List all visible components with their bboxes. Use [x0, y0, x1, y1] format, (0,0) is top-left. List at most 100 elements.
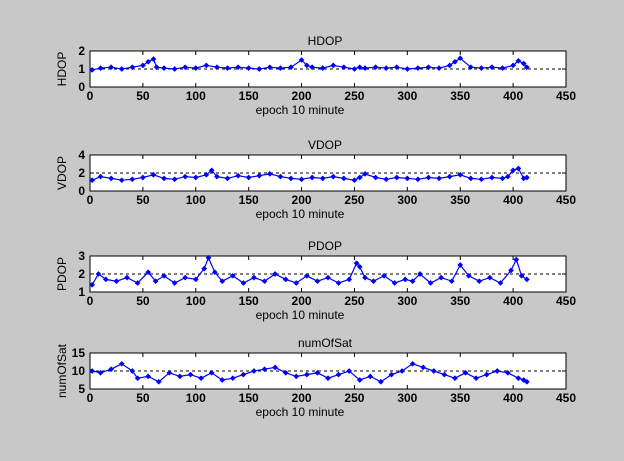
data-point — [319, 65, 326, 72]
x-tick-label: 200 — [292, 193, 312, 207]
data-point — [152, 278, 159, 285]
data-point — [356, 174, 363, 181]
data-point — [240, 280, 247, 286]
x-tick-label: 450 — [556, 294, 576, 308]
data-point — [478, 176, 485, 183]
data-point — [192, 65, 199, 72]
data-point — [367, 373, 374, 380]
y-axis-label: PDOP — [55, 257, 69, 291]
data-point — [89, 281, 96, 288]
data-point — [391, 280, 398, 286]
x-tick-label: 100 — [186, 294, 206, 308]
data-point — [134, 280, 141, 286]
y-axis-label: HDOP — [55, 52, 69, 87]
subplot-title: VDOP — [308, 138, 342, 152]
x-tick-label: 200 — [292, 391, 312, 405]
data-point — [89, 66, 96, 73]
data-point — [118, 177, 125, 184]
data-point — [192, 174, 199, 181]
data-point — [240, 371, 247, 378]
data-point — [97, 369, 104, 376]
data-point — [425, 64, 432, 71]
data-point — [425, 174, 432, 181]
data-point — [166, 369, 173, 376]
data-point — [303, 272, 310, 279]
data-point — [288, 175, 294, 182]
x-tick-label: 50 — [136, 391, 150, 405]
x-tick-label: 250 — [344, 193, 364, 207]
x-tick-label: 450 — [556, 391, 576, 405]
data-point — [129, 368, 136, 374]
data-point — [314, 369, 321, 376]
data-point — [139, 62, 146, 69]
data-point — [414, 65, 421, 72]
data-point — [457, 262, 464, 268]
data-point — [372, 64, 379, 71]
data-point — [436, 175, 443, 182]
data-point — [383, 176, 390, 183]
data-point — [211, 269, 218, 276]
data-point — [523, 174, 530, 181]
data-point — [89, 368, 96, 374]
data-point — [346, 368, 353, 374]
x-tick-label: 150 — [239, 294, 259, 308]
data-point — [462, 369, 469, 376]
data-point — [510, 62, 517, 69]
data-point — [489, 174, 495, 181]
data-point — [340, 64, 347, 71]
data-point — [362, 170, 368, 177]
data-point — [451, 58, 458, 65]
y-axis-label: VDOP — [55, 156, 69, 190]
data-point — [108, 366, 115, 373]
y-tick-label: 0 — [78, 80, 85, 94]
data-point — [356, 64, 363, 71]
x-tick-label: 400 — [503, 391, 523, 405]
data-point — [266, 170, 273, 177]
data-point — [441, 371, 448, 378]
data-point — [203, 171, 210, 178]
data-point — [134, 375, 141, 382]
data-point — [187, 371, 194, 378]
data-point — [219, 377, 226, 383]
x-tick-label: 0 — [87, 89, 94, 103]
x-tick-label: 250 — [344, 391, 364, 405]
data-point — [251, 368, 257, 374]
data-point — [203, 62, 210, 69]
data-point — [219, 278, 226, 285]
data-point — [446, 62, 453, 69]
x-tick-label: 50 — [136, 193, 150, 207]
x-axis-label: epoch 10 minute — [256, 405, 345, 419]
y-tick-label: 1 — [78, 62, 85, 76]
data-point — [381, 272, 388, 279]
data-point — [457, 171, 464, 178]
data-point — [261, 278, 268, 285]
x-tick-label: 50 — [136, 89, 150, 103]
data-point — [198, 375, 205, 382]
data-point — [515, 375, 522, 382]
data-point — [298, 57, 305, 63]
y-tick-label: 3 — [78, 249, 85, 263]
data-point — [409, 360, 416, 367]
data-point — [176, 373, 183, 380]
data-point — [402, 276, 409, 283]
y-axis-label: numOfSat — [55, 343, 69, 398]
data-point — [309, 64, 316, 71]
data-point — [161, 175, 167, 182]
data-point — [515, 165, 522, 172]
data-point — [293, 373, 300, 380]
data-point — [508, 267, 514, 274]
data-point — [409, 278, 416, 285]
data-point — [499, 175, 506, 182]
x-tick-label: 350 — [450, 89, 470, 103]
data-point — [356, 263, 363, 270]
y-tick-label: 2 — [78, 44, 85, 58]
x-tick-label: 100 — [186, 391, 206, 405]
data-point — [282, 369, 289, 376]
data-point — [145, 58, 152, 65]
x-tick-label: 100 — [186, 193, 206, 207]
y-tick-label: 4 — [78, 148, 85, 162]
data-point — [277, 65, 284, 72]
data-point — [153, 64, 160, 71]
x-tick-label: 150 — [239, 89, 259, 103]
data-point — [335, 280, 342, 286]
